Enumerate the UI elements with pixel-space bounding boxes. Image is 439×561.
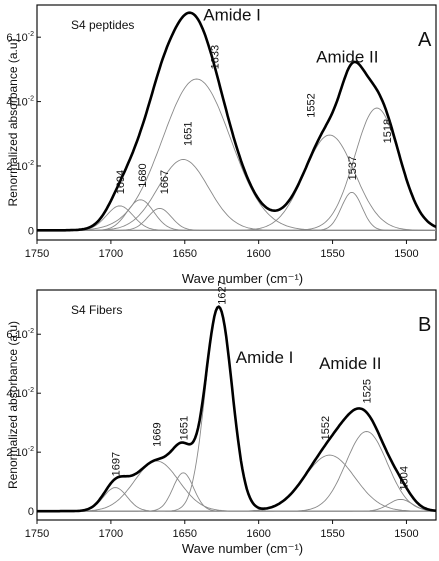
peak-label: 1627	[217, 280, 229, 304]
peak-label: 1552	[305, 93, 317, 117]
x-tick-label: 1500	[394, 248, 418, 260]
y-tick-label: 2.10-2	[6, 160, 34, 173]
x-tick-label: 1600	[246, 248, 270, 260]
sample-label: S4 Fibers	[71, 303, 122, 317]
component-peak-1633	[37, 78, 436, 231]
peak-label: 1633	[209, 45, 221, 69]
y-tick-label: 0	[28, 506, 34, 518]
panel-b-fibers: 1750 1700 1650 1600 1550 1500 0 2.10-2 4.10-2 6.1…	[6, 280, 437, 556]
x-tick-label: 1750	[25, 248, 49, 260]
band-label: Amide I	[203, 5, 261, 24]
x-tick-label: 1700	[99, 248, 123, 260]
x-tick-label: 1600	[246, 528, 270, 540]
peak-label: 1537	[347, 156, 359, 180]
panel-letter: A	[418, 29, 432, 51]
x-tick-label: 1650	[173, 528, 197, 540]
measured-spectrum	[37, 11, 437, 232]
panel-letter: B	[418, 314, 431, 336]
x-axis-title: Wave number (cm⁻¹)	[182, 541, 303, 556]
peak-label: 1651	[183, 122, 195, 146]
y-tick-label: 4.10-2	[6, 387, 34, 400]
peak-label: 1504	[399, 466, 411, 490]
component-peak-1504	[37, 498, 436, 512]
y-tick-label: 4.10-2	[6, 96, 34, 109]
component-peak-1694	[37, 205, 436, 231]
peak-label: 1680	[137, 163, 149, 187]
x-tick-label: 1700	[99, 528, 123, 540]
peak-label: 1667	[159, 170, 171, 194]
peak-label: 1651	[178, 416, 190, 440]
component-peak-1651	[37, 159, 436, 231]
peak-label: 1518	[382, 119, 394, 143]
band-label: Amide II	[316, 47, 378, 66]
y-tick-label: 6.10-2	[6, 328, 34, 341]
x-tick-label: 1500	[394, 528, 418, 540]
y-axis-title: Renormalized absorbance (a.u)	[6, 38, 20, 206]
measured-spectrum	[37, 305, 437, 513]
component-peak-1697	[37, 487, 436, 512]
component-peak-1627	[37, 307, 436, 512]
band-label: Amide I	[236, 348, 294, 367]
y-tick-label: 0	[28, 225, 34, 237]
x-tick-label: 1750	[25, 528, 49, 540]
peak-label: 1694	[115, 170, 127, 194]
y-axis-title: Renormalized absorbance (a.u)	[6, 321, 20, 489]
x-axis-title: Wave number (cm⁻¹)	[182, 271, 303, 286]
component-peak-1518	[37, 107, 437, 231]
plot-frame	[36, 289, 437, 521]
band-label: Amide II	[319, 354, 381, 373]
peak-label: 1525	[362, 379, 374, 403]
y-tick-label: 6.10-2	[6, 31, 34, 44]
panel-a-peptides: 1750 1700 1650 1600 1550 1500 0 2.10-2 4.10-2 6.1…	[6, 4, 437, 286]
peak-label: 1697	[110, 452, 122, 476]
component-peak-1680	[37, 199, 436, 231]
peak-label: 1552	[320, 416, 332, 440]
sample-label: S4 peptides	[71, 18, 134, 32]
peak-label: 1669	[152, 422, 164, 446]
plot-frame	[36, 4, 437, 241]
component-peak-1667	[37, 208, 436, 231]
x-tick-label: 1550	[320, 528, 344, 540]
component-peak-1525	[37, 431, 437, 512]
y-tick-label: 2.10-2	[6, 446, 34, 459]
component-peak-1651	[37, 472, 436, 512]
x-tick-label: 1550	[320, 248, 344, 260]
x-tick-label: 1650	[173, 248, 197, 260]
